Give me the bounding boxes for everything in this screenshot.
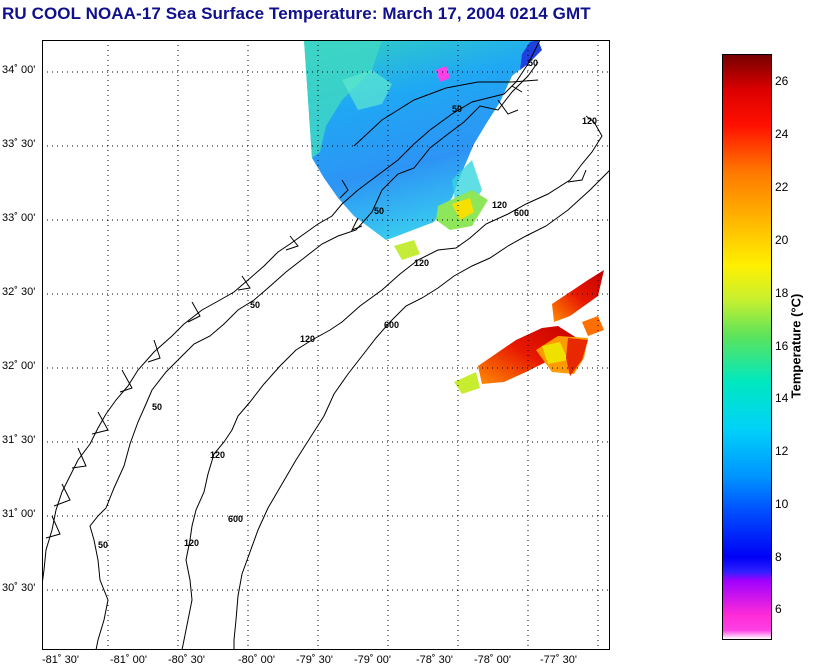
warm-filament-edge xyxy=(454,372,480,394)
swath-arc xyxy=(353,79,539,147)
lat-label: 32˚ 30' xyxy=(2,286,36,298)
lat-label: 30˚ 30' xyxy=(2,582,36,594)
contour-label: 600 xyxy=(514,208,529,218)
contour-label: 120 xyxy=(300,334,315,344)
contour-label: 120 xyxy=(582,116,597,126)
contour-label: 50 xyxy=(374,206,384,216)
isobath-600m xyxy=(233,169,610,650)
colorbar-tick: 20 xyxy=(775,233,789,247)
warm-filament-north xyxy=(552,270,604,322)
isobath-120m-north xyxy=(567,115,595,183)
contour-label: 600 xyxy=(228,514,243,524)
lon-label: -79˚ 30' xyxy=(296,654,333,666)
swath-patch xyxy=(342,70,392,110)
lon-label: -79˚ 00' xyxy=(354,654,391,666)
lat-label: 34˚ 00' xyxy=(2,64,36,76)
colorbar-tick: 12 xyxy=(775,444,789,458)
swath-teal-edge xyxy=(304,40,382,158)
warm-fragment xyxy=(582,316,604,336)
lon-label: -78˚ 30' xyxy=(416,654,453,666)
lon-label: -81˚ 00' xyxy=(110,654,147,666)
lat-label: 31˚ 30' xyxy=(2,434,36,446)
warm-filament-red xyxy=(566,338,588,376)
contour-label: 120 xyxy=(210,450,225,460)
contour-label: 50 xyxy=(152,402,162,412)
contour-label: 120 xyxy=(184,538,199,548)
map-title: RU COOL NOAA-17 Sea Surface Temperature:… xyxy=(2,4,591,23)
frontal-patch xyxy=(394,240,420,260)
colorbar-tick: 14 xyxy=(775,391,789,405)
lon-label: -80˚ 00' xyxy=(238,654,275,666)
colorbar-tick: 6 xyxy=(775,602,782,616)
lat-label: 32˚ 00' xyxy=(2,360,36,372)
coastline-inlets xyxy=(45,85,523,539)
colorbar-tick: 16 xyxy=(775,339,789,353)
colorbar-tick: 24 xyxy=(775,127,789,141)
satellite-swath xyxy=(304,40,542,260)
map-border xyxy=(42,40,610,650)
frontal-yellow-patch xyxy=(452,198,474,220)
contour-label: 50 xyxy=(528,58,538,68)
contour-label: 50 xyxy=(98,540,108,550)
contour-label: 600 xyxy=(384,320,399,330)
temperature-colorbar xyxy=(722,54,772,640)
colorbar-tick: 8 xyxy=(775,550,782,564)
lon-label: -80˚ 30' xyxy=(168,654,205,666)
graticule xyxy=(42,40,610,650)
sst-map: 50 50 50 50 50 50 120 120 120 120 120 12… xyxy=(42,40,610,650)
isobath-50m xyxy=(89,61,539,650)
lon-label: -77˚ 30' xyxy=(540,654,577,666)
warm-filament-yellow xyxy=(542,342,568,364)
lon-label: -78˚ 00' xyxy=(474,654,511,666)
colorbar-tick: 18 xyxy=(775,286,789,300)
lat-label: 33˚ 00' xyxy=(2,212,36,224)
map-canvas: 50 50 50 50 50 50 120 120 120 120 120 12… xyxy=(42,40,610,650)
colorbar-title: Temperature (°C) xyxy=(788,293,804,399)
contour-labels: 50 50 50 50 50 50 120 120 120 120 120 12… xyxy=(98,58,597,550)
lat-label: 31˚ 00' xyxy=(2,508,36,520)
gulf-stream-warm-water xyxy=(454,270,604,394)
colorbar-tick: 26 xyxy=(775,74,789,88)
lon-label: -81˚ 30' xyxy=(42,654,79,666)
colorbar-tick: 10 xyxy=(775,497,789,511)
contour-label: 120 xyxy=(414,258,429,268)
contour-label: 50 xyxy=(452,104,462,114)
contour-label: 50 xyxy=(250,300,260,310)
artifact-patch xyxy=(436,66,450,82)
colorbar-tick: 22 xyxy=(775,180,789,194)
contour-label: 120 xyxy=(492,200,507,210)
isobath-120m xyxy=(181,121,603,650)
lat-label: 33˚ 30' xyxy=(2,138,36,150)
